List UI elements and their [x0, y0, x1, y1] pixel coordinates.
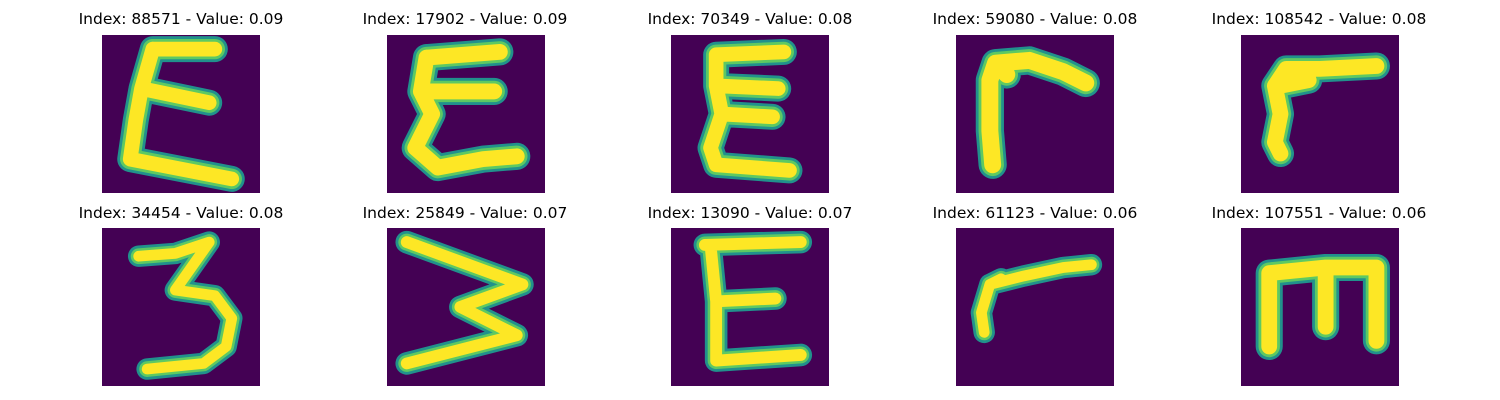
digit-image [1241, 228, 1399, 386]
digit-image [387, 35, 545, 193]
digit-image [387, 228, 545, 386]
panel-title: Index: 88571 - Value: 0.09 [78, 10, 284, 28]
panel-title: Index: 17902 - Value: 0.09 [362, 10, 568, 28]
panel-title: Index: 13090 - Value: 0.07 [647, 204, 853, 222]
digit-image [956, 228, 1114, 386]
panel-title: Index: 59080 - Value: 0.08 [932, 10, 1138, 28]
digit-image [956, 35, 1114, 193]
digit-image [102, 228, 260, 386]
panel-title: Index: 34454 - Value: 0.08 [78, 204, 284, 222]
panel-title: Index: 61123 - Value: 0.06 [932, 204, 1138, 222]
panel-title: Index: 108542 - Value: 0.08 [1211, 10, 1427, 28]
digit-image [1241, 35, 1399, 193]
digit-image [671, 228, 829, 386]
panel-title: Index: 70349 - Value: 0.08 [647, 10, 853, 28]
digit-image [671, 35, 829, 193]
panel-title: Index: 25849 - Value: 0.07 [362, 204, 568, 222]
panel-title: Index: 107551 - Value: 0.06 [1211, 204, 1427, 222]
digit-image [102, 35, 260, 193]
